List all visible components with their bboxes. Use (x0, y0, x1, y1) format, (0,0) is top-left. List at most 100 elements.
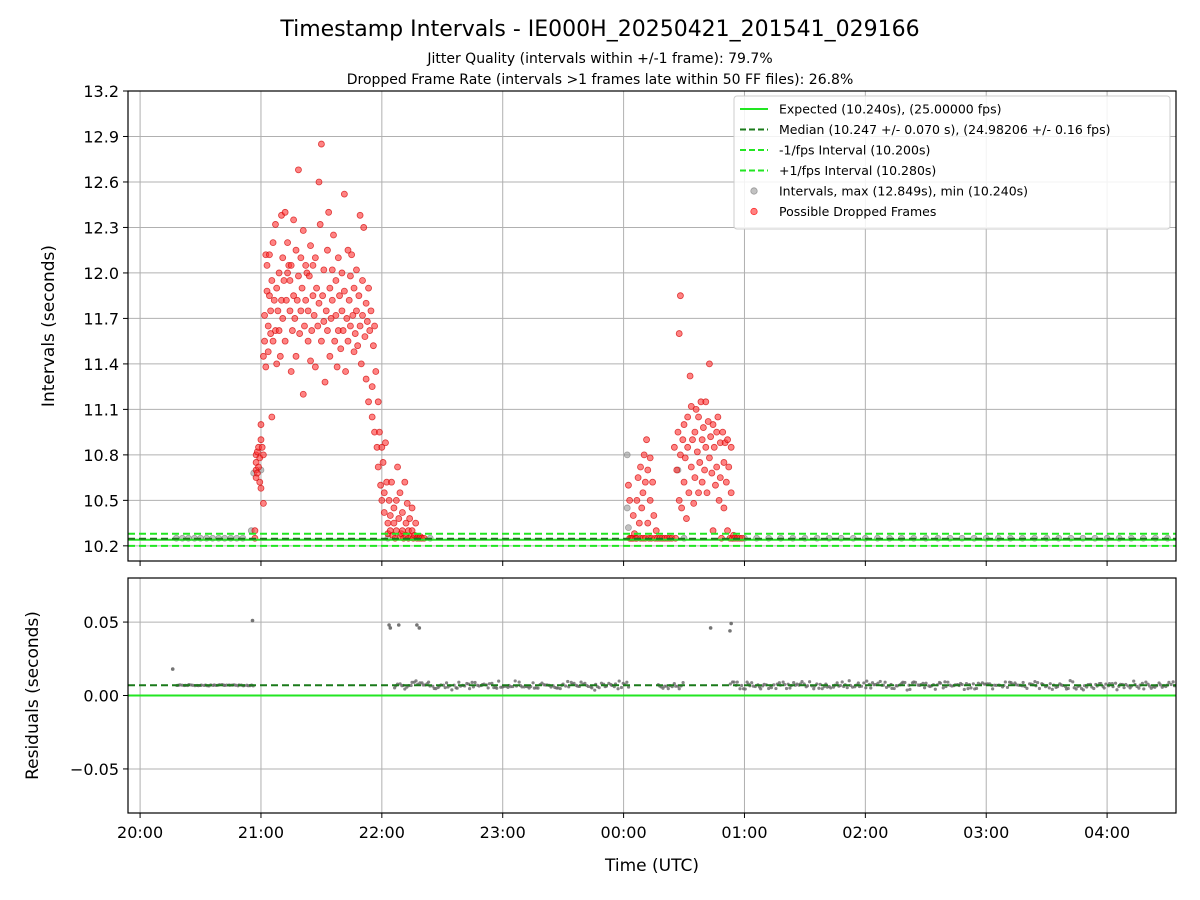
dropped-frame-point (408, 504, 416, 512)
residual-point (946, 680, 950, 684)
residual-point (1081, 688, 1085, 692)
residual-point (586, 684, 590, 689)
dropped-frame-point (276, 352, 284, 360)
residual-point (732, 680, 736, 684)
dropped-frame-point (255, 463, 262, 471)
dropped-frame-point (268, 277, 276, 284)
residual-point (1113, 681, 1118, 685)
residual-point (674, 684, 678, 688)
dropped-frame-point (338, 307, 346, 315)
dropped-frame-point (279, 254, 287, 262)
dropped-frame-point (702, 398, 710, 406)
residual-point (991, 687, 995, 691)
residual-point (1036, 680, 1040, 685)
residual-point (829, 686, 833, 690)
residual-point (1126, 684, 1130, 688)
dropped-frame-point (353, 266, 360, 274)
dropped-frame-point (625, 481, 632, 489)
legend-marker (750, 187, 758, 195)
residual-point (619, 685, 624, 690)
dropped-frame-point (342, 368, 349, 375)
residual-point (1050, 687, 1054, 691)
residual-point (1005, 685, 1010, 690)
dropped-frame-point (328, 296, 336, 304)
residual-point (1014, 683, 1018, 687)
dropped-frame-point (713, 463, 721, 471)
residual-point (517, 680, 521, 684)
dropped-frame-point (311, 363, 319, 371)
residual-point (788, 686, 792, 690)
bottom-y-tick-label: 0.00 (83, 687, 119, 706)
dropped-frame-point (315, 299, 323, 307)
residual-point (1047, 686, 1051, 690)
top-y-tick-label: 12.9 (83, 127, 119, 146)
dropped-frame-point (650, 512, 658, 519)
residual-outlier-point (170, 667, 175, 671)
dropped-frame-point (369, 342, 377, 350)
dropped-frame-point (354, 342, 362, 350)
residuals-y-axis-label: Residuals (seconds) (23, 611, 43, 780)
dropped-frame-point (376, 428, 383, 436)
residual-point (922, 686, 927, 690)
x-tick-label: 23:00 (480, 823, 526, 842)
residual-point (666, 687, 670, 691)
top-y-tick-label: 12.3 (83, 218, 119, 237)
dropped-frame-point (678, 504, 686, 512)
residual-point (403, 687, 407, 691)
dropped-frame-point (406, 515, 414, 522)
legend-box (733, 95, 1171, 230)
dropped-frame-point (388, 478, 395, 486)
dropped-frame-point (368, 383, 376, 391)
residual-point (1137, 686, 1141, 690)
residual-point (969, 686, 973, 690)
dropped-frame-point (403, 499, 411, 507)
dropped-frame-point (357, 360, 365, 368)
dropped-frame-point (281, 337, 289, 345)
residual-point (597, 686, 601, 690)
dropped-frame-point (368, 413, 376, 421)
dropped-frame-point (680, 478, 688, 486)
residual-point (1144, 680, 1148, 684)
dropped-frame-point (301, 322, 308, 330)
dropped-frame-point (679, 436, 687, 444)
residual-point (677, 687, 681, 691)
dropped-frame-point (673, 466, 681, 474)
residual-point (876, 681, 880, 685)
chart-title: Timestamp Intervals - IE000H_20250421_20… (279, 17, 919, 42)
dropped-frame-point (356, 211, 364, 219)
top-y-tick-label: 10.5 (83, 491, 119, 510)
dropped-frame-point (344, 246, 352, 254)
dropped-frame-point (338, 269, 346, 277)
dropped-frame-point (334, 254, 342, 262)
dropped-frame-point (643, 436, 650, 444)
residual-point (1068, 679, 1072, 683)
dropped-frame-point (686, 372, 694, 380)
interval-reference-lines (128, 532, 1176, 547)
dropped-frame-point (295, 272, 302, 280)
dropped-frame-point (708, 469, 716, 477)
residual-point (1148, 684, 1152, 688)
dropped-frame-point (267, 330, 275, 337)
dropped-frame-point (712, 481, 719, 489)
residual-point (856, 681, 860, 685)
residual-point (1132, 679, 1136, 683)
x-tick-label: 20:00 (117, 823, 163, 842)
dropped-frame-point (257, 436, 265, 444)
dropped-frame-point (347, 322, 354, 330)
residual-point (1115, 688, 1119, 692)
residual-point (913, 680, 918, 684)
dropped-frame-point (264, 322, 272, 330)
residual-point (735, 680, 739, 684)
residual-point (890, 686, 894, 691)
dropped-frame-point (706, 454, 713, 462)
dropped-frame-point (379, 459, 387, 466)
residual-point (1169, 682, 1173, 687)
residual-point (805, 684, 810, 688)
residual-point (558, 686, 562, 691)
residual-point (1158, 683, 1163, 687)
residual-point (738, 687, 742, 691)
bottom-y-tick-label: 0.05 (83, 613, 119, 632)
residual-point (444, 681, 449, 685)
residual-point (838, 683, 843, 688)
dropped-frame-point (296, 330, 304, 337)
